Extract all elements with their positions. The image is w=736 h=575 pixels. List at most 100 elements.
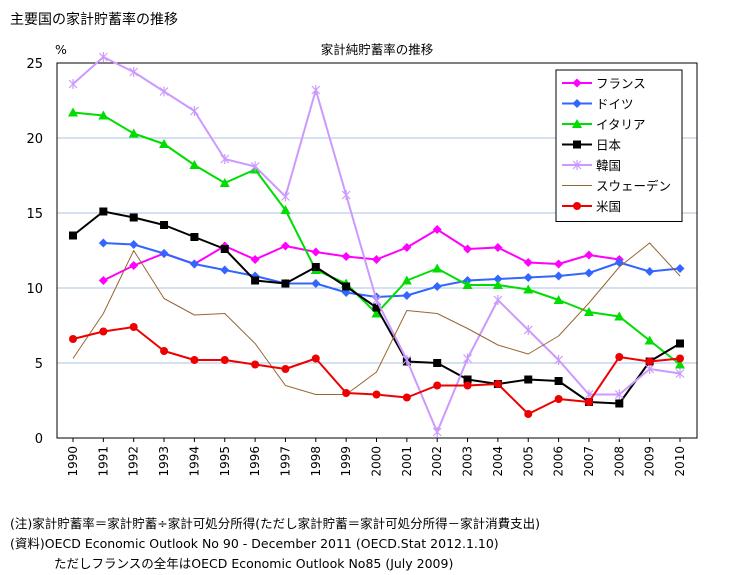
x-tick-label: 2008 <box>612 446 626 477</box>
data-point <box>281 365 290 373</box>
data-point <box>129 261 139 270</box>
data-point <box>493 295 503 305</box>
data-point <box>159 249 169 258</box>
data-point <box>99 327 108 336</box>
x-tick-label: 1992 <box>127 446 141 477</box>
chart-title: 家計純貯蓄率の推移 <box>321 42 434 57</box>
data-point <box>402 355 412 365</box>
data-point <box>98 110 109 120</box>
legend-item: 日本 <box>562 138 622 153</box>
x-tick-label: 2005 <box>521 446 535 477</box>
data-point <box>614 389 624 400</box>
y-tick-label: 5 <box>35 357 43 372</box>
x-tick-label: 2006 <box>552 446 566 477</box>
x-tick-label: 1993 <box>157 446 171 477</box>
data-point <box>219 178 230 187</box>
data-point <box>98 52 108 62</box>
data-point <box>463 381 472 390</box>
data-point <box>250 161 260 172</box>
series-3 <box>69 207 684 408</box>
legend-label: ドイツ <box>596 97 634 112</box>
legend-item: ドイツ <box>562 97 634 112</box>
data-point <box>68 107 78 117</box>
data-point <box>281 191 290 202</box>
data-point <box>190 356 199 364</box>
x-tick-label: 1995 <box>218 446 232 477</box>
data-point <box>220 356 229 364</box>
x-tick-label: 1997 <box>278 446 292 477</box>
x-tick-label: 1996 <box>248 446 262 477</box>
x-tick-label: 1999 <box>339 446 353 477</box>
x-tick-label: 1994 <box>187 446 201 477</box>
x-tick-label: 2004 <box>491 446 505 477</box>
data-point <box>69 231 77 240</box>
x-tick-label: 2010 <box>673 446 687 477</box>
data-point <box>584 268 594 278</box>
data-point <box>311 263 320 271</box>
series-line <box>72 242 681 395</box>
data-point <box>554 271 564 281</box>
data-point <box>129 323 138 331</box>
y-tick-label: 10 <box>26 282 43 297</box>
legend-label: スウェーデン <box>596 179 671 194</box>
data-point <box>523 258 533 267</box>
data-point <box>523 273 533 282</box>
data-point <box>432 427 442 437</box>
y-tick-label: 15 <box>26 207 43 222</box>
data-point <box>372 303 381 312</box>
data-point <box>311 85 321 95</box>
data-point <box>676 339 684 348</box>
legend-label: フランス <box>596 76 646 91</box>
data-point <box>251 276 260 285</box>
data-point <box>675 359 685 369</box>
data-point <box>432 263 443 273</box>
series-5 <box>72 242 681 395</box>
data-point <box>69 335 77 343</box>
data-point <box>342 282 351 291</box>
data-point <box>129 67 139 77</box>
legend-label: イタリア <box>596 117 646 132</box>
data-point <box>584 398 593 406</box>
data-point <box>615 353 624 361</box>
data-point <box>644 335 655 345</box>
data-point <box>250 255 260 264</box>
data-point <box>493 380 502 388</box>
legend-swatch-marker <box>573 140 581 149</box>
data-point <box>311 354 320 363</box>
data-point <box>220 265 230 275</box>
data-point <box>401 275 412 285</box>
data-point <box>372 255 381 264</box>
x-tick-label: 2007 <box>582 446 596 477</box>
data-point <box>493 274 503 284</box>
series-line <box>103 242 681 298</box>
series-2 <box>68 107 685 369</box>
data-point <box>492 280 503 289</box>
data-point <box>341 190 351 200</box>
footnote-definition: (注)家計貯蓄率＝家計貯蓄÷家計可処分所得(ただし家計貯蓄＝家計可処分所得－家計… <box>10 516 540 531</box>
data-point <box>251 360 260 369</box>
data-point <box>524 410 533 418</box>
data-point <box>553 295 564 304</box>
series-6 <box>69 323 684 418</box>
x-tick-label: 2003 <box>461 446 475 477</box>
data-point <box>99 207 108 216</box>
legend-swatch-marker <box>572 99 582 108</box>
data-point <box>675 264 685 273</box>
data-point <box>554 395 563 403</box>
data-point <box>493 243 503 252</box>
data-point <box>159 139 170 148</box>
data-point <box>160 347 169 355</box>
data-point <box>129 213 138 222</box>
data-point <box>189 160 200 169</box>
data-point <box>342 389 351 397</box>
y-axis-unit-label: % <box>55 42 67 57</box>
data-point <box>311 279 321 288</box>
data-point <box>583 307 594 316</box>
data-point <box>280 241 290 251</box>
data-point <box>432 282 442 291</box>
data-point <box>402 291 412 300</box>
data-point <box>676 354 684 363</box>
data-point <box>189 106 199 116</box>
data-point <box>98 276 108 285</box>
